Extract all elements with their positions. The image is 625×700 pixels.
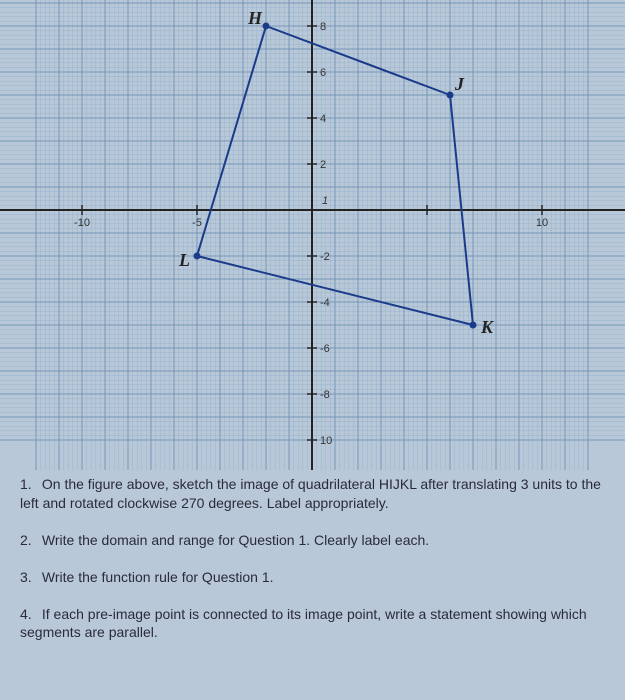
coordinate-plane: -10 -5 10 8 6 4 2 -2 -4 -6 -8 10 1 H J K L <box>0 0 625 470</box>
svg-text:-6: -6 <box>320 343 330 355</box>
q2-text: Write the domain and range for Question … <box>42 532 429 548</box>
svg-text:-10: -10 <box>74 217 90 229</box>
q3-text: Write the function rule for Question 1. <box>42 569 274 585</box>
svg-text:10: 10 <box>536 217 548 229</box>
svg-text:-5: -5 <box>192 217 202 229</box>
svg-text:-2: -2 <box>320 251 330 263</box>
q4-text: If each pre-image point is connected to … <box>20 606 587 641</box>
q3-number: 3. <box>20 568 38 587</box>
question-3: 3. Write the function rule for Question … <box>20 568 605 587</box>
svg-text:J: J <box>454 74 465 94</box>
svg-text:K: K <box>480 317 495 337</box>
svg-text:-8: -8 <box>320 389 330 401</box>
questions-block: 1. On the figure above, sketch the image… <box>20 475 605 660</box>
question-1: 1. On the figure above, sketch the image… <box>20 475 605 513</box>
svg-text:8: 8 <box>320 21 326 33</box>
svg-text:2: 2 <box>320 159 326 171</box>
svg-text:10: 10 <box>320 435 332 447</box>
svg-text:6: 6 <box>320 67 326 79</box>
q1-number: 1. <box>20 475 38 494</box>
svg-text:-4: -4 <box>320 297 330 309</box>
worksheet-page: -10 -5 10 8 6 4 2 -2 -4 -6 -8 10 1 H J K L 1. On the fig… <box>0 0 625 700</box>
question-2: 2. Write the domain and range for Questi… <box>20 531 605 550</box>
q4-number: 4. <box>20 605 38 624</box>
svg-text:1: 1 <box>322 195 328 207</box>
q2-number: 2. <box>20 531 38 550</box>
question-4: 4. If each pre-image point is connected … <box>20 605 605 643</box>
svg-text:L: L <box>178 250 190 270</box>
svg-text:H: H <box>247 8 263 28</box>
svg-text:4: 4 <box>320 113 326 125</box>
q1-text: On the figure above, sketch the image of… <box>20 476 601 511</box>
